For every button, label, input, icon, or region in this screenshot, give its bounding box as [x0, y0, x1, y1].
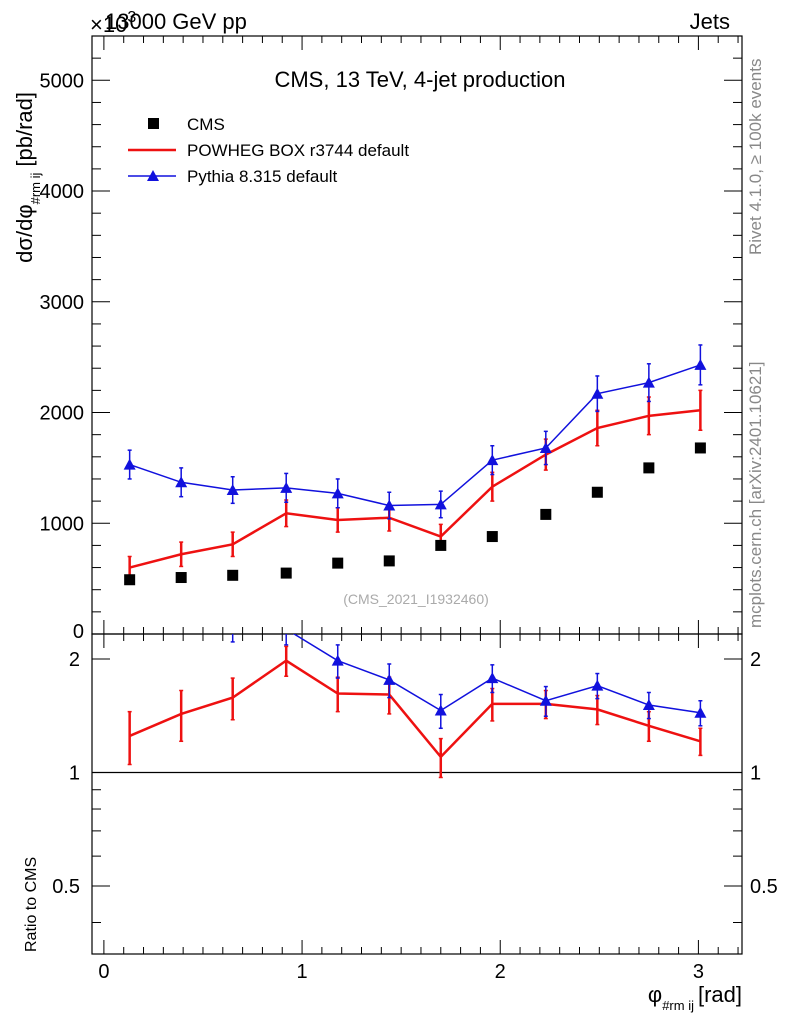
x-tick-label: 1: [296, 961, 307, 983]
pythia-ratio-point: [434, 704, 447, 716]
y-tick-label-ratio: 0.5: [52, 876, 80, 898]
y-tick-label-main: 0: [73, 621, 84, 643]
pythia-point: [486, 454, 499, 466]
pythia-point: [123, 458, 136, 470]
axis-ticks: 0 1 2 3 0 1000 2000 3000 4000 5000 0.5 0.5 1 1 2 2: [40, 35, 778, 983]
pythia-point: [434, 498, 447, 510]
exponent-label: ×103: [90, 9, 136, 37]
pythia-ratio-point: [227, 620, 239, 631]
header-process-label: 13000 GeV pp: [105, 9, 247, 34]
pythia-ratio-point: [331, 654, 344, 666]
y-tick-label-ratio: 1: [69, 762, 80, 784]
pythia-ratio-point: [175, 604, 187, 615]
pythia-ratio-point: [383, 673, 396, 685]
header-category-label: Jets: [690, 9, 730, 34]
pythia-point: [591, 387, 604, 399]
cms-point: [383, 555, 395, 567]
pythia-ratio-point: [486, 672, 499, 684]
pythia-point: [642, 376, 655, 388]
y-tick-label-main: 2000: [40, 403, 85, 425]
cms-point: [643, 462, 655, 474]
cms-point: [227, 569, 239, 581]
legend-marker-cms: [148, 118, 159, 129]
y-tick-label-ratio-right: 1: [750, 762, 761, 784]
pythia-ratio-point: [539, 694, 552, 706]
cms-point: [175, 572, 187, 584]
y-tick-label-main: 3000: [40, 292, 85, 314]
y-tick-label-ratio: 2: [69, 649, 80, 671]
cms-point: [591, 486, 603, 498]
pythia-ratio-line: [292, 634, 701, 714]
powheg-ratio-line: [129, 659, 701, 759]
mcplots-label: mcplots.cern.ch [arXiv:2401.10621]: [746, 362, 765, 628]
cms-point: [540, 508, 552, 520]
x-axis-label: φ#rm ij [rad]: [648, 982, 742, 1013]
chart-title: CMS, 13 TeV, 4-jet production: [274, 67, 565, 92]
pythia-point: [331, 487, 344, 499]
analysis-watermark: (CMS_2021_I1932460): [343, 591, 489, 607]
cms-point: [435, 539, 447, 551]
legend: CMS POWHEG BOX r3744 default Pythia 8.31…: [128, 115, 409, 186]
y-tick-label-ratio-right: 2: [750, 649, 761, 671]
legend-marker-pythia: [147, 170, 159, 181]
legend-label-powheg: POWHEG BOX r3744 default: [187, 141, 409, 160]
pythia-ratio-point: [642, 699, 655, 711]
pythia-line: [129, 364, 701, 507]
cms-point: [124, 574, 136, 586]
pythia-point: [539, 441, 552, 453]
rivet-version-label: Rivet 4.1.0, ≥ 100k events: [746, 59, 765, 255]
y-tick-label-ratio-right: 0.5: [750, 876, 778, 898]
pythia-point: [226, 484, 239, 496]
ratio-panel-data: [92, 604, 742, 779]
y-axis-label-main: dσ/dφ#rm ij[pb/rad]: [12, 92, 43, 263]
pythia-ratio-point: [694, 706, 707, 718]
legend-label-pythia: Pythia 8.315 default: [187, 167, 338, 186]
x-tick-label: 2: [495, 961, 506, 983]
pythia-point: [383, 499, 396, 511]
pythia-point: [280, 481, 293, 493]
y-tick-label-main: 4000: [40, 181, 85, 203]
ratio-panel-frame: [91, 633, 743, 955]
y-tick-label-main: 5000: [40, 70, 85, 92]
legend-label-cms: CMS: [187, 115, 225, 134]
y-axis-label-ratio: Ratio to CMS: [23, 857, 40, 952]
main-panel-data: [123, 344, 707, 586]
x-tick-label: 3: [693, 961, 704, 983]
powheg-line: [129, 409, 701, 569]
x-tick-label: 0: [98, 961, 109, 983]
pythia-point: [694, 358, 707, 370]
cms-point: [486, 531, 498, 543]
cms-point: [694, 442, 706, 454]
cms-point: [280, 567, 292, 579]
pythia-ratio-point: [280, 634, 293, 635]
y-tick-label-main: 1000: [40, 513, 85, 535]
cms-point: [332, 557, 344, 569]
pythia-ratio-point: [591, 679, 604, 691]
pythia-point: [175, 476, 188, 488]
